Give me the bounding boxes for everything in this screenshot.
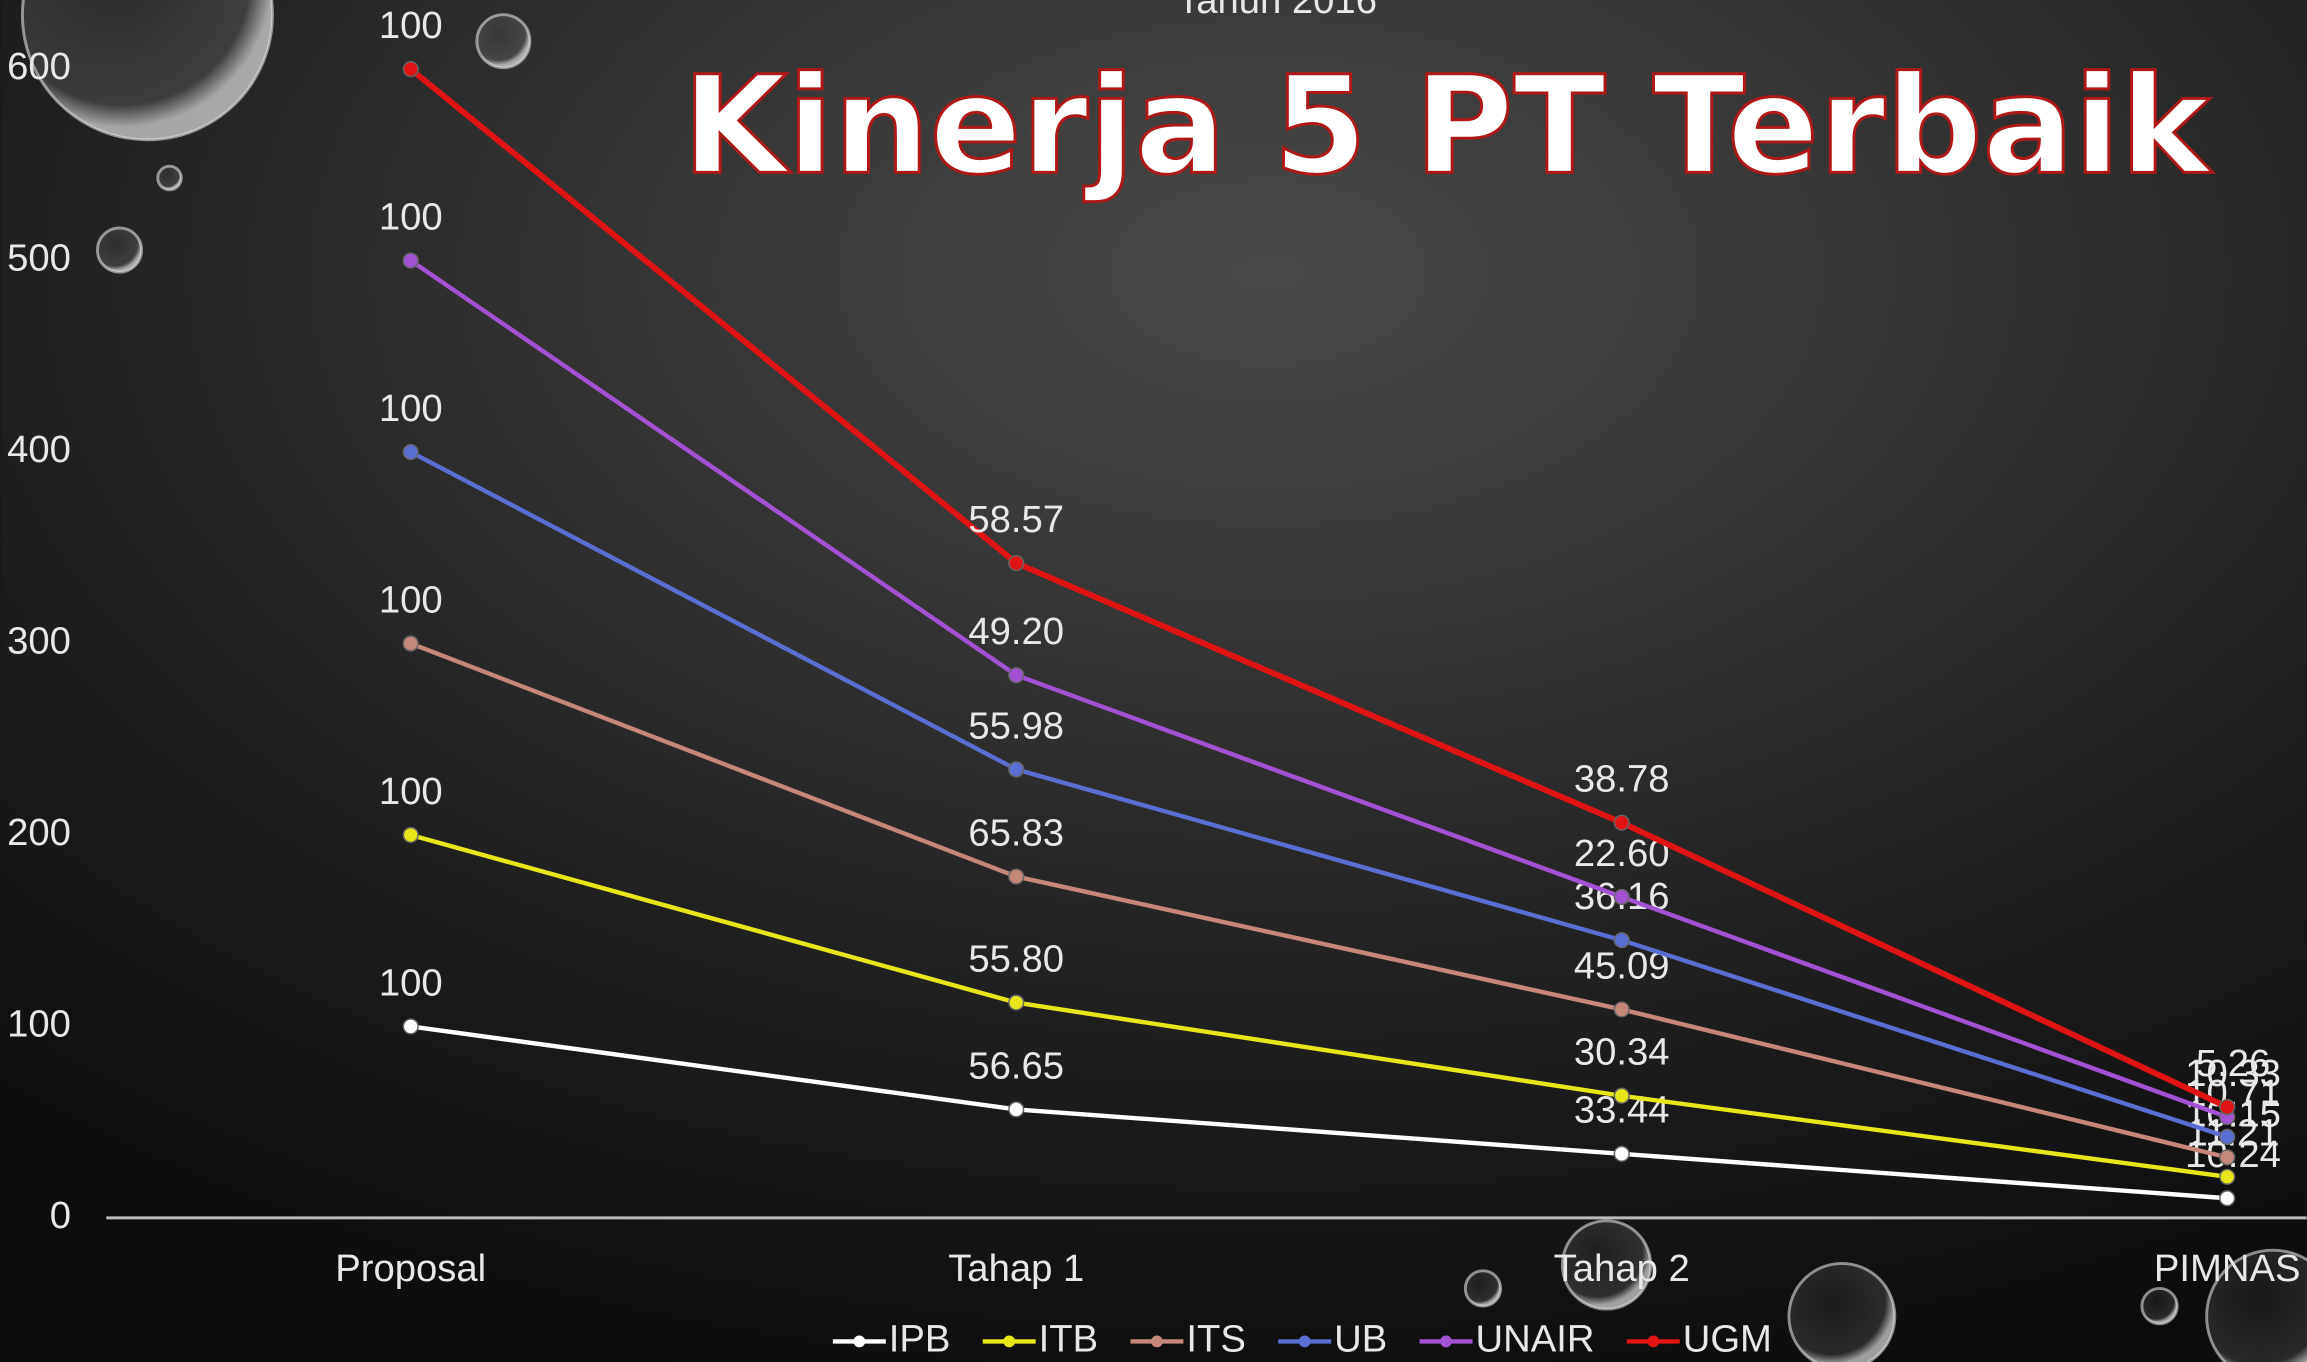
- point: [403, 62, 418, 77]
- x-tick-label: Proposal: [335, 1247, 486, 1290]
- point: [1614, 1146, 1629, 1161]
- point: [1614, 1088, 1629, 1103]
- point: [2220, 1150, 2235, 1165]
- legend-label: ITB: [1039, 1318, 1098, 1361]
- point: [1614, 890, 1629, 905]
- point: [1614, 815, 1629, 830]
- page: {"title": "Kinerja 5 PT Terbaik", "chart…: [0, 0, 2307, 1362]
- legend-marker: [1647, 1336, 1659, 1348]
- legend-marker: [1003, 1336, 1015, 1348]
- y-tick-label: 100: [7, 1002, 71, 1045]
- point: [403, 253, 418, 268]
- point: [1614, 1002, 1629, 1017]
- value-label: 55.98: [968, 704, 1064, 747]
- y-tick-label: 400: [7, 428, 71, 471]
- point: [2220, 1129, 2235, 1144]
- value-label: 100: [379, 4, 443, 47]
- legend-label: UNAIR: [1475, 1318, 1594, 1361]
- legend-label: UGM: [1683, 1318, 1772, 1361]
- point: [2220, 1169, 2235, 1184]
- value-label: 56.65: [968, 1044, 1064, 1087]
- slide-title: Kinerja 5 PT Terbaik: [682, 46, 2213, 204]
- value-label: 5.26: [2196, 1042, 2270, 1085]
- y-tick-label: 200: [7, 811, 71, 854]
- value-label: 30.34: [1574, 1031, 1670, 1074]
- legend-marker: [853, 1336, 865, 1348]
- point: [1009, 995, 1024, 1010]
- value-label: 55.80: [968, 937, 1064, 980]
- point: [403, 828, 418, 843]
- chart: Tahun 2016 Kinerja 5 PT Terbaik 0 100 200 3…: [0, 0, 2307, 1362]
- value-label: 100: [379, 387, 443, 430]
- point: [403, 1019, 418, 1034]
- value-label: 38.78: [1574, 758, 1670, 801]
- legend-label: ITS: [1186, 1318, 1245, 1361]
- y-tick-label: 500: [7, 237, 71, 280]
- y-tick-label: 300: [7, 620, 71, 663]
- chart-subtitle: Tahun 2016: [1177, 0, 1377, 22]
- value-label: 58.57: [968, 498, 1064, 541]
- value-label: 100: [379, 195, 443, 238]
- legend-label: IPB: [889, 1318, 951, 1361]
- legend-marker: [1440, 1336, 1452, 1348]
- y-tick-label: 0: [50, 1194, 71, 1237]
- point: [2220, 1191, 2235, 1206]
- point: [1009, 762, 1024, 777]
- value-label: 100: [379, 770, 443, 813]
- point: [1009, 869, 1024, 884]
- point: [1614, 933, 1629, 948]
- x-tick-label: PIMNAS: [2154, 1247, 2301, 1290]
- point: [2220, 1100, 2235, 1115]
- x-tick-label: Tahap 1: [948, 1247, 1084, 1290]
- point: [1009, 1102, 1024, 1117]
- legend-label: UB: [1334, 1318, 1387, 1361]
- point: [1009, 556, 1024, 571]
- legend-marker: [1299, 1336, 1311, 1348]
- y-tick-label: 600: [7, 45, 71, 88]
- value-label: 100: [379, 578, 443, 621]
- legend-marker: [1151, 1336, 1163, 1348]
- value-label: 100: [379, 961, 443, 1004]
- point: [403, 636, 418, 651]
- point: [1009, 668, 1024, 683]
- value-label: 65.83: [968, 811, 1064, 854]
- x-tick-label: Tahap 2: [1554, 1247, 1690, 1290]
- point: [403, 445, 418, 460]
- value-label: 49.20: [968, 610, 1064, 653]
